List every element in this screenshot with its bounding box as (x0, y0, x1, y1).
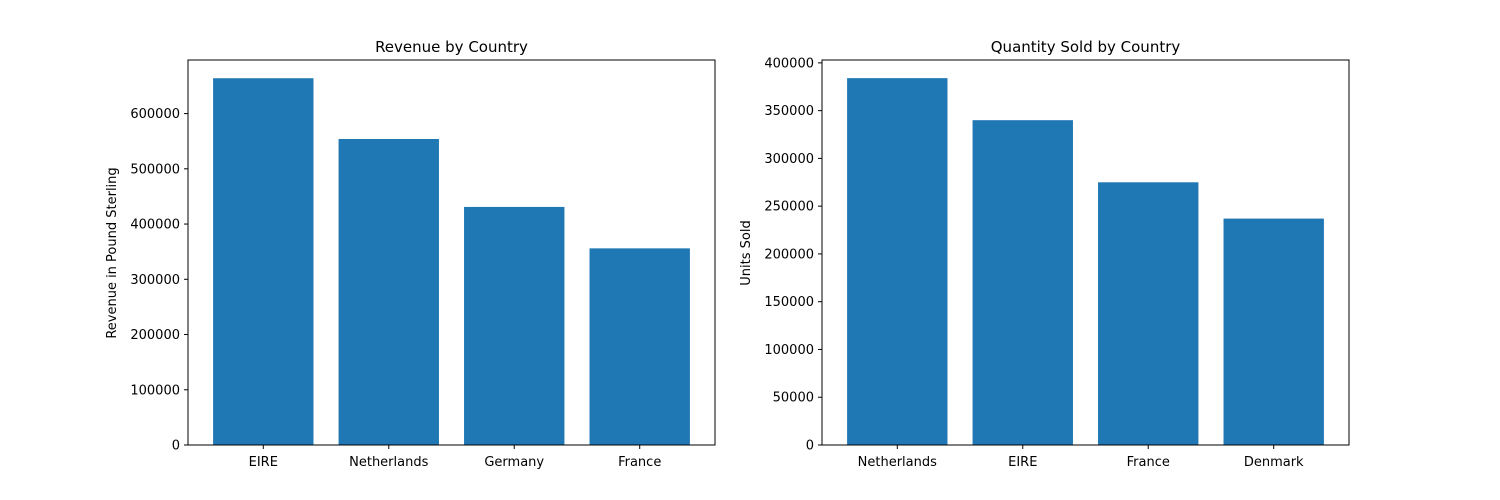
bar (972, 120, 1073, 446)
bar (847, 78, 948, 445)
y-ticks: 0 100000 200000 300000 400000 500000 600000 (130, 107, 188, 454)
y-tick-label: 50000 (773, 391, 814, 406)
y-tick-label: 350000 (764, 104, 814, 119)
y-ticks: 0 50000 100000 150000 200000 250000 300000 3500… (764, 56, 822, 454)
y-axis-label: Revenue in Pound Sterling (105, 167, 120, 338)
y-tick-label: 500000 (130, 162, 180, 177)
y-tick-label: 250000 (764, 200, 814, 215)
bars (213, 78, 690, 445)
bar (338, 138, 439, 445)
plot-frame (187, 59, 716, 446)
y-tick-label: 100000 (130, 383, 180, 398)
y-tick-label: 200000 (764, 247, 814, 262)
y-tick-label: 300000 (130, 273, 180, 288)
x-tick-label: EIRE (249, 455, 278, 470)
x-tick-label: France (618, 455, 661, 470)
chart-title: Quantity Sold by Country (991, 38, 1181, 56)
y-tick-label: 300000 (764, 152, 814, 167)
bar (464, 206, 565, 445)
quantity-chart: Quantity Sold by Country Units Sold 0 500… (739, 38, 1350, 470)
y-tick-label: 400000 (764, 56, 814, 71)
y-tick-label: 600000 (130, 107, 180, 122)
bar (1098, 182, 1199, 445)
chart-title: Revenue by Country (375, 38, 528, 56)
x-ticks: Netherlands EIRE France Denmark (858, 445, 1304, 470)
x-tick-label: EIRE (1008, 455, 1037, 470)
y-tick-label: 400000 (130, 218, 180, 233)
bar (589, 248, 690, 445)
bar (213, 78, 314, 445)
x-tick-label: Netherlands (858, 455, 937, 470)
revenue-chart: Revenue by Country Revenue in Pound Ster… (105, 38, 716, 470)
y-axis-label: Units Sold (739, 220, 754, 285)
x-tick-label: Germany (484, 455, 544, 470)
bars (847, 78, 1324, 446)
y-tick-label: 0 (172, 439, 180, 454)
y-tick-label: 150000 (764, 295, 814, 310)
x-tick-label: Denmark (1244, 455, 1304, 470)
x-tick-label: France (1127, 455, 1170, 470)
plot-frame (821, 59, 1350, 446)
y-tick-label: 200000 (130, 328, 180, 343)
x-tick-label: Netherlands (349, 455, 428, 470)
y-tick-label: 0 (806, 439, 814, 454)
x-ticks: EIRE Netherlands Germany France (249, 445, 661, 470)
y-tick-label: 100000 (764, 343, 814, 358)
bar (1223, 218, 1324, 445)
